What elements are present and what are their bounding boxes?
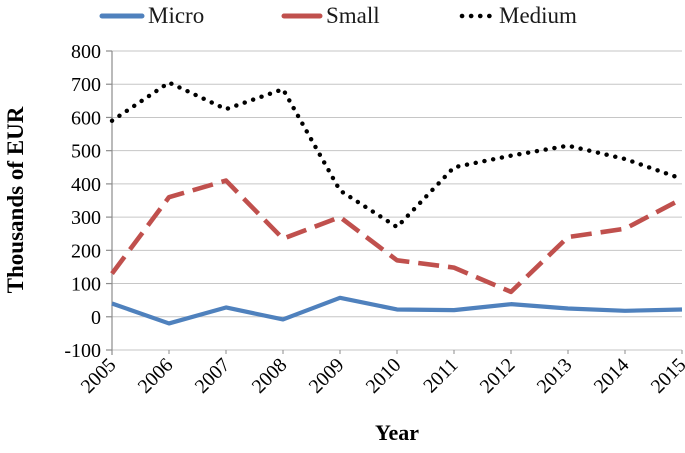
micro-line-swatch-icon: [99, 13, 145, 19]
legend-item-medium: Medium: [458, 2, 577, 30]
y-axis-title: Thousands of EUR: [3, 106, 28, 294]
y-axis-tick-labels: 800 700 600 500 400 300 200 100 0 -100: [64, 41, 101, 362]
series-line-small: [110, 178, 684, 295]
x-tick-label: 2009: [305, 354, 349, 398]
x-tick-label: 2008: [248, 354, 292, 398]
y-tick-label: 400: [71, 174, 101, 196]
x-tick-label: 2006: [134, 354, 178, 398]
small-line-swatch-icon: [281, 13, 323, 19]
y-tick-label: 200: [71, 240, 101, 262]
series-line-micro: [111, 295, 683, 326]
y-tick-label: 800: [71, 41, 101, 63]
x-tick-label: 2013: [533, 354, 577, 398]
series-line-medium: [109, 80, 685, 230]
y-tick-label: 100: [71, 274, 101, 296]
y-tick-label: -100: [64, 340, 101, 362]
legend-item-small: Small: [281, 2, 380, 30]
y-tick-label: 500: [71, 141, 101, 163]
x-tick-label: 2011: [419, 354, 462, 397]
legend-label-micro: Micro: [148, 3, 205, 28]
x-tick-label: 2007: [191, 354, 235, 398]
x-axis-tick-labels: 2005 2006 2007 2008 2009 2010 2011 2012 2013 2014…: [77, 354, 685, 398]
y-tick-label: 600: [71, 107, 101, 129]
gridlines: [106, 50, 683, 354]
x-tick-label: 2012: [476, 354, 520, 398]
medium-dotted-swatch-icon: [459, 13, 496, 19]
legend-label-small: Small: [326, 3, 380, 28]
y-tick-label: 700: [71, 74, 101, 96]
x-tick-label: 2015: [647, 354, 685, 398]
x-tick-label: 2014: [590, 354, 634, 398]
x-axis-title: Year: [375, 420, 419, 445]
x-tick-label: 2010: [362, 354, 406, 398]
y-tick-label: 300: [71, 207, 101, 229]
y-tick-label: 0: [91, 307, 101, 329]
legend-label-medium: Medium: [499, 3, 577, 28]
legend-item-micro: Micro: [99, 2, 204, 30]
